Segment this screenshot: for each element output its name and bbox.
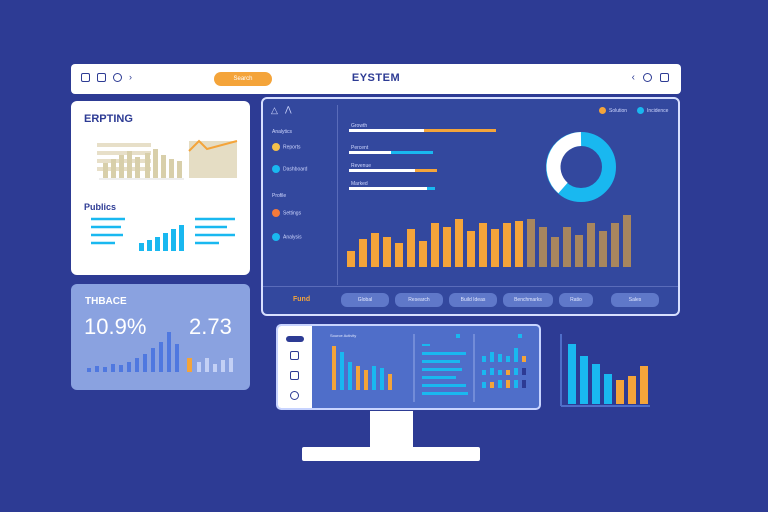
publics-heading: Publics: [84, 202, 117, 212]
horizontal-progress-bars: [349, 129, 496, 190]
toolbar-left: ›: [81, 73, 132, 82]
sidebar-item-analysis[interactable]: Analysis: [272, 233, 302, 241]
stats-value-number: 2.73: [189, 314, 232, 339]
coin-icon: [272, 143, 280, 151]
chart-icon: [272, 165, 280, 173]
footer-button-2[interactable]: Research: [395, 293, 443, 307]
stats-label: THBACE: [85, 296, 127, 307]
search-pill-button[interactable]: Search: [214, 72, 272, 86]
legend-item-solution: Solution: [599, 107, 627, 114]
main-bar-chart: [347, 215, 631, 267]
monitor-stand-base: [302, 447, 480, 461]
bar-label-marked: Marked: [351, 181, 368, 187]
monitor-screen: Source Activity: [276, 324, 541, 410]
sidebar-item-profile[interactable]: Profile: [272, 193, 287, 199]
legend-label: Solution: [609, 107, 628, 114]
tan-bar-chart: [97, 139, 238, 180]
stats-bar-chart: [87, 332, 233, 372]
sidebar-item-analytics[interactable]: Analytics: [272, 129, 293, 135]
sidebar-item-label: Analysis: [283, 234, 302, 241]
sidebar-divider: [337, 105, 338, 285]
sidebar-item-label: Reports: [283, 144, 301, 151]
reporting-card: ERPTING Publics: [71, 101, 250, 275]
arrow-icon[interactable]: ⋀: [285, 105, 292, 114]
monitor-charts: [332, 334, 526, 402]
monitor-sidebar: [278, 326, 312, 408]
clock-icon[interactable]: [643, 73, 652, 82]
legend-item-incidence: Incidence: [637, 107, 668, 114]
sidebar-item-settings[interactable]: Settings: [272, 209, 301, 217]
sidebar-item-reports[interactable]: Reports: [272, 143, 301, 151]
toolbar-right: ‹: [631, 72, 669, 83]
clock-icon[interactable]: [290, 391, 299, 400]
stats-value-percent: 10.9%: [84, 314, 147, 339]
footer-button-4[interactable]: Benchmarks: [503, 293, 553, 307]
app-title: EYSTEM: [351, 72, 401, 84]
footer-button-5[interactable]: Ratio: [559, 293, 593, 307]
dashboard-sidebar: △ ⋀ Analytics Reports Dashboard Profile …: [263, 99, 337, 289]
sidebar-item-dashboard[interactable]: Dashboard: [272, 165, 307, 173]
legend-swatch-cyan: [637, 107, 644, 114]
top-bar: › Search EYSTEM ‹: [71, 64, 681, 94]
sidebar-item-label: Settings: [283, 210, 302, 217]
bell-icon[interactable]: △: [271, 105, 278, 115]
monitor-panel-title: Source Activity: [330, 333, 357, 338]
folder-icon[interactable]: [97, 73, 106, 82]
chevron-left-icon[interactable]: ‹: [631, 72, 635, 83]
footer-button-1[interactable]: Global: [341, 293, 389, 307]
chevron-right-icon[interactable]: ›: [129, 72, 132, 82]
dashboard-footer: Fund Global Research Build Ideas Benchma…: [263, 286, 678, 314]
footer-button-6[interactable]: Sales: [611, 293, 659, 307]
bar-label-percent: Percent: [351, 145, 369, 151]
monitor-stand-neck: [370, 411, 413, 447]
donut-chart: [546, 132, 616, 202]
bar-label-revenue: Revenue: [351, 163, 372, 169]
cyan-bar-chart: [91, 217, 235, 251]
user-icon: [272, 209, 280, 217]
globe-icon: [272, 233, 280, 241]
image-icon[interactable]: [290, 351, 299, 360]
floating-bar-chart: [560, 334, 650, 407]
document-icon[interactable]: [290, 371, 299, 380]
menu-icon[interactable]: [286, 336, 304, 342]
home-icon[interactable]: [81, 73, 90, 82]
legend-label: Incidence: [647, 107, 669, 114]
window-icon[interactable]: [660, 73, 669, 82]
sidebar-item-label: Dashboard: [283, 166, 308, 173]
pin-icon[interactable]: [113, 73, 122, 82]
footer-label: Fund: [293, 296, 311, 303]
bar-label-growth: Growth: [351, 123, 368, 129]
footer-button-3[interactable]: Build Ideas: [449, 293, 497, 307]
legend-swatch-orange: [599, 107, 606, 114]
dashboard-panel: △ ⋀ Analytics Reports Dashboard Profile …: [261, 97, 680, 316]
reporting-heading: ERPTING: [84, 113, 133, 125]
stats-card: THBACE 10.9% 2.73: [71, 284, 250, 390]
